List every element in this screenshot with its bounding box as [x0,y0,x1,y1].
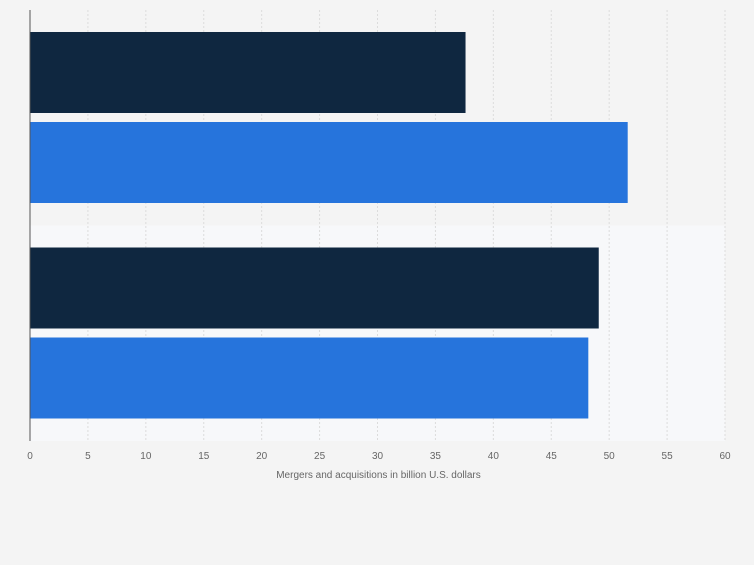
bar [30,247,599,329]
x-axis-tick-labels: 0 5 10 15 20 25 30 35 40 45 50 55 60 [27,451,731,462]
x-tick-label: 0 [27,451,33,462]
bars [30,32,628,419]
x-tick-label: 50 [604,451,616,462]
bar [30,122,628,203]
x-tick-label: 30 [372,451,384,462]
bar [30,32,466,113]
x-tick-label: 25 [314,451,326,462]
x-tick-label: 15 [198,451,210,462]
x-tick-label: 35 [430,451,442,462]
x-tick-label: 60 [719,451,731,462]
x-tick-label: 45 [546,451,558,462]
x-tick-label: 5 [85,451,91,462]
bar [30,337,589,419]
x-tick-label: 20 [256,451,268,462]
x-tick-label: 55 [662,451,674,462]
x-tick-label: 10 [140,451,152,462]
x-tick-label: 40 [488,451,500,462]
x-axis-title: Mergers and acquisitions in billion U.S.… [276,470,481,481]
